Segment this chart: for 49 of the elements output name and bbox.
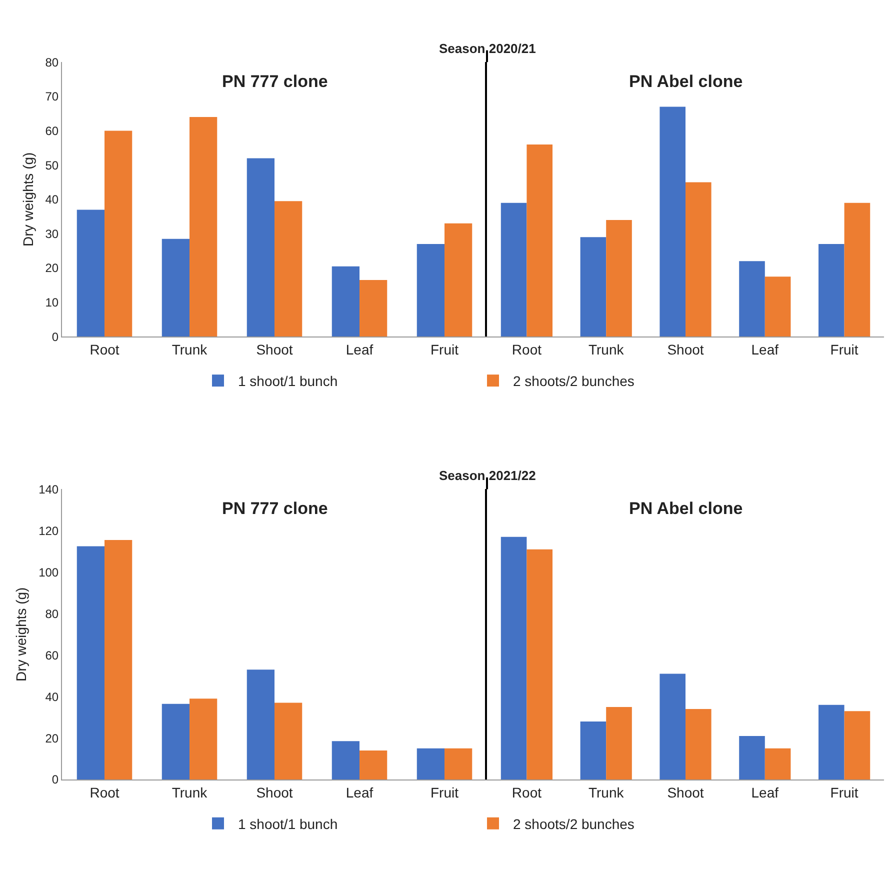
y-tick-label: 80 [45,55,59,70]
x-tick-label: Shoot [256,341,293,358]
x-tick-label: Shoot [667,341,704,358]
x-tick-label: Root [512,341,542,358]
text: Season 2021/22 [439,468,536,483]
x-tick-label: Fruit [830,784,858,800]
x-tick-label: Trunk [588,784,625,800]
text: PN Abel clone [629,499,743,518]
y-tick-label: 100 [38,565,59,580]
x-tick-label: Root [90,784,120,800]
x-tick-label: Shoot [667,784,704,800]
y-tick-label: 20 [45,261,59,276]
x-tick-label: Fruit [430,341,459,358]
y-tick-label: 140 [38,482,59,496]
x-tick-label: Root [512,784,542,800]
x-tick-label: Root [90,341,120,358]
y-tick-label: 20 [45,731,59,746]
x-tick-label: Leaf [346,341,374,358]
x-tick-label: Shoot [256,784,293,800]
legend-label: 1 shoot/1 bunch [238,373,338,390]
x-tick-label: Trunk [172,341,208,358]
y-tick-label: 10 [45,296,59,310]
y-tick-label: 70 [45,90,59,104]
y-tick-label: 120 [38,524,59,538]
text: PN 777 clone [222,499,328,518]
text: Season 2020/21 [439,41,536,56]
x-tick-label: Leaf [751,784,779,800]
y-tick-label: 60 [45,648,59,662]
x-tick-label: Leaf [346,784,374,800]
y-axis-title: Dry weights (g) [20,152,36,246]
y-axis-title: Dry weights (g) [13,587,30,682]
y-tick-label: 40 [45,690,59,704]
text: PN 777 clone [222,72,328,91]
y-tick-label: 30 [45,226,59,241]
y-tick-label: 80 [45,606,59,621]
legend-label: 1 shoot/1 bunch [238,816,338,832]
x-tick-label: Trunk [172,784,208,800]
x-tick-label: Fruit [430,784,459,800]
y-tick-label: 0 [52,772,59,787]
y-tick-label: 40 [45,192,59,207]
x-tick-label: Leaf [751,341,779,358]
y-tick-label: 0 [52,330,59,344]
y-tick-label: 60 [45,124,59,138]
legend-label: 2 shoots/2 bunches [513,816,634,832]
text: PN Abel clone [629,72,743,91]
legend-label: 2 shoots/2 bunches [513,373,634,390]
x-tick-label: Fruit [830,341,858,358]
y-tick-label: 50 [45,158,59,172]
x-tick-label: Trunk [588,341,625,358]
